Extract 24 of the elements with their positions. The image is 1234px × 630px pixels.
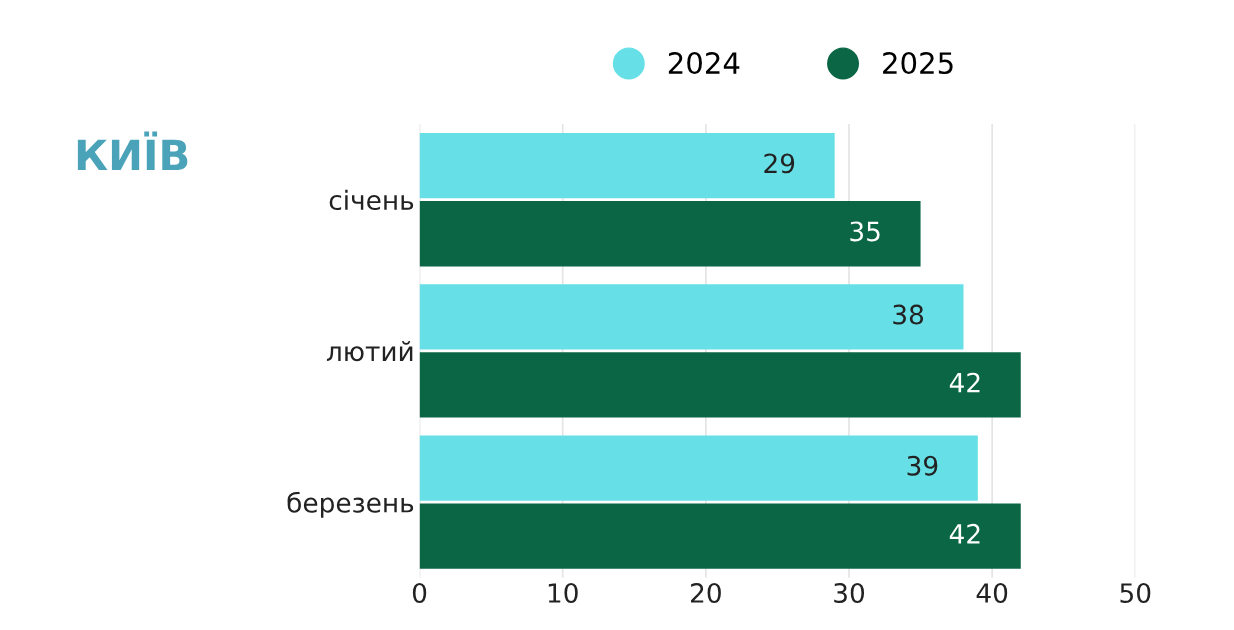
bar [419, 284, 964, 350]
legend-label: 2024 [668, 52, 740, 75]
y-tick-label: січень [329, 189, 414, 211]
x-tick-label: 0 [412, 583, 427, 603]
data-label: 35 [850, 221, 880, 242]
legend-label: 2025 [883, 52, 953, 75]
bar [419, 352, 1021, 418]
data-label: 29 [764, 153, 795, 174]
x-tick-label: 20 [690, 583, 721, 603]
y-tick-label: березень [287, 491, 414, 518]
x-tick-label: 30 [834, 583, 865, 603]
bar [419, 133, 835, 199]
bar [419, 201, 921, 267]
data-label: 38 [893, 304, 924, 325]
y-tick-label: лютий [326, 341, 413, 362]
data-label: 39 [907, 455, 938, 476]
bar [419, 435, 978, 501]
x-tick-label: 50 [1120, 583, 1151, 603]
bar [419, 503, 1021, 569]
data-label: 42 [949, 523, 980, 544]
x-tick-label: 10 [548, 583, 578, 603]
chart-title: КИЇВ [77, 131, 188, 171]
x-tick-label: 40 [976, 583, 1008, 603]
data-label: 42 [949, 372, 980, 393]
